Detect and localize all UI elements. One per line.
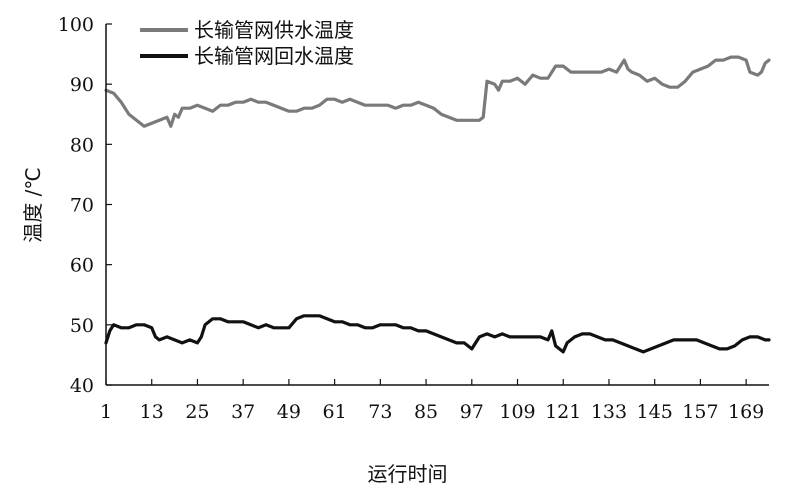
x-tick-label: 97 xyxy=(460,401,484,423)
x-tick-label: 13 xyxy=(140,401,164,423)
x-tick-label: 25 xyxy=(185,401,209,423)
series-line-0 xyxy=(104,55,771,128)
x-tick-label: 85 xyxy=(414,401,438,423)
series-line-1 xyxy=(104,314,771,354)
x-ticks: 1 13 25 37 49 61 73 85 97 109 121 133 145 157 169 xyxy=(100,379,764,423)
x-axis-title: 运行时间 xyxy=(368,462,448,486)
x-tick-label: 73 xyxy=(368,401,392,423)
y-tick-label: 50 xyxy=(70,315,94,337)
x-tick-label: 37 xyxy=(231,401,255,423)
y-ticks: 40 50 60 70 80 90 100 xyxy=(58,14,112,397)
axes xyxy=(105,24,769,386)
y-tick-label: 100 xyxy=(58,14,94,36)
x-tick-label: 109 xyxy=(499,401,535,423)
x-tick-label: 157 xyxy=(682,401,718,423)
x-tick-label: 133 xyxy=(591,401,627,423)
x-tick-label: 169 xyxy=(728,401,764,423)
y-tick-label: 90 xyxy=(70,74,94,96)
x-tick-label: 121 xyxy=(545,401,581,423)
y-tick-label: 70 xyxy=(70,195,94,217)
series-lines xyxy=(104,55,771,354)
legend-label-supply: 长输管网供水温度 xyxy=(194,18,354,42)
y-tick-label: 80 xyxy=(70,134,94,156)
y-tick-label: 60 xyxy=(70,255,94,277)
x-tick-label: 49 xyxy=(277,401,301,423)
y-tick-label: 40 xyxy=(70,375,94,397)
y-axis-title: 温度 /℃ xyxy=(21,167,45,243)
x-tick-label: 145 xyxy=(637,401,673,423)
x-tick-label: 61 xyxy=(323,401,347,423)
x-tick-label: 1 xyxy=(100,401,112,423)
legend-label-return: 长输管网回水温度 xyxy=(194,44,354,68)
legend: 长输管网供水温度 长输管网回水温度 xyxy=(140,18,354,68)
